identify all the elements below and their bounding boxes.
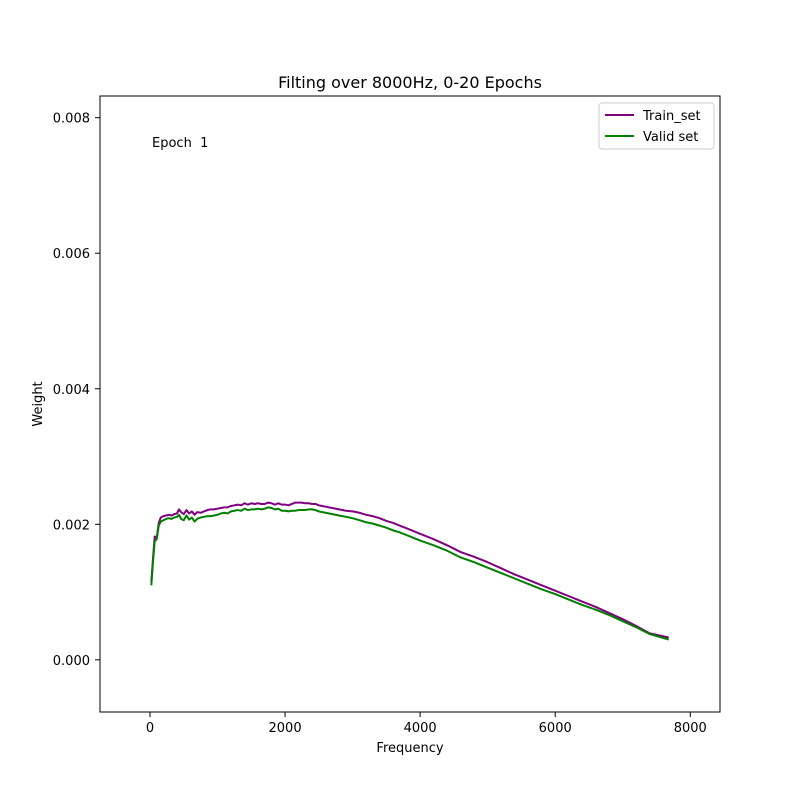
series-line-valid-set (150, 506, 669, 641)
y-tick-label: 0.000 (53, 654, 90, 669)
y-axis-label: Weight (31, 381, 46, 426)
x-tick-label: 2000 (269, 721, 302, 736)
y-axis-ticks: 0.000 0.002 0.004 0.006 0.008 (53, 112, 100, 669)
y-tick-label: 0.004 (53, 383, 90, 398)
x-axis-label: Frequency (376, 741, 443, 756)
x-axis-ticks: 0 2000 4000 6000 8000 (146, 712, 707, 736)
y-tick-label: 0.002 (53, 518, 90, 533)
plot-lines (150, 501, 669, 641)
chart-title: Filting over 8000Hz, 0-20 Epochs (278, 73, 542, 92)
legend: Train_set Valid set (598, 102, 715, 150)
x-tick-label: 0 (146, 721, 154, 736)
series-line-train-set (150, 501, 669, 639)
plot-area-frame (99, 95, 721, 713)
legend-label-train-set: Train_set (642, 109, 701, 124)
x-tick-label: 4000 (404, 721, 437, 736)
y-tick-label: 0.008 (53, 112, 90, 127)
legend-label-valid-set: Valid set (643, 130, 698, 145)
epoch-annotation: Epoch 1 (152, 136, 208, 151)
y-tick-label: 0.006 (53, 247, 90, 262)
x-tick-label: 6000 (539, 721, 572, 736)
x-tick-label: 8000 (674, 721, 707, 736)
